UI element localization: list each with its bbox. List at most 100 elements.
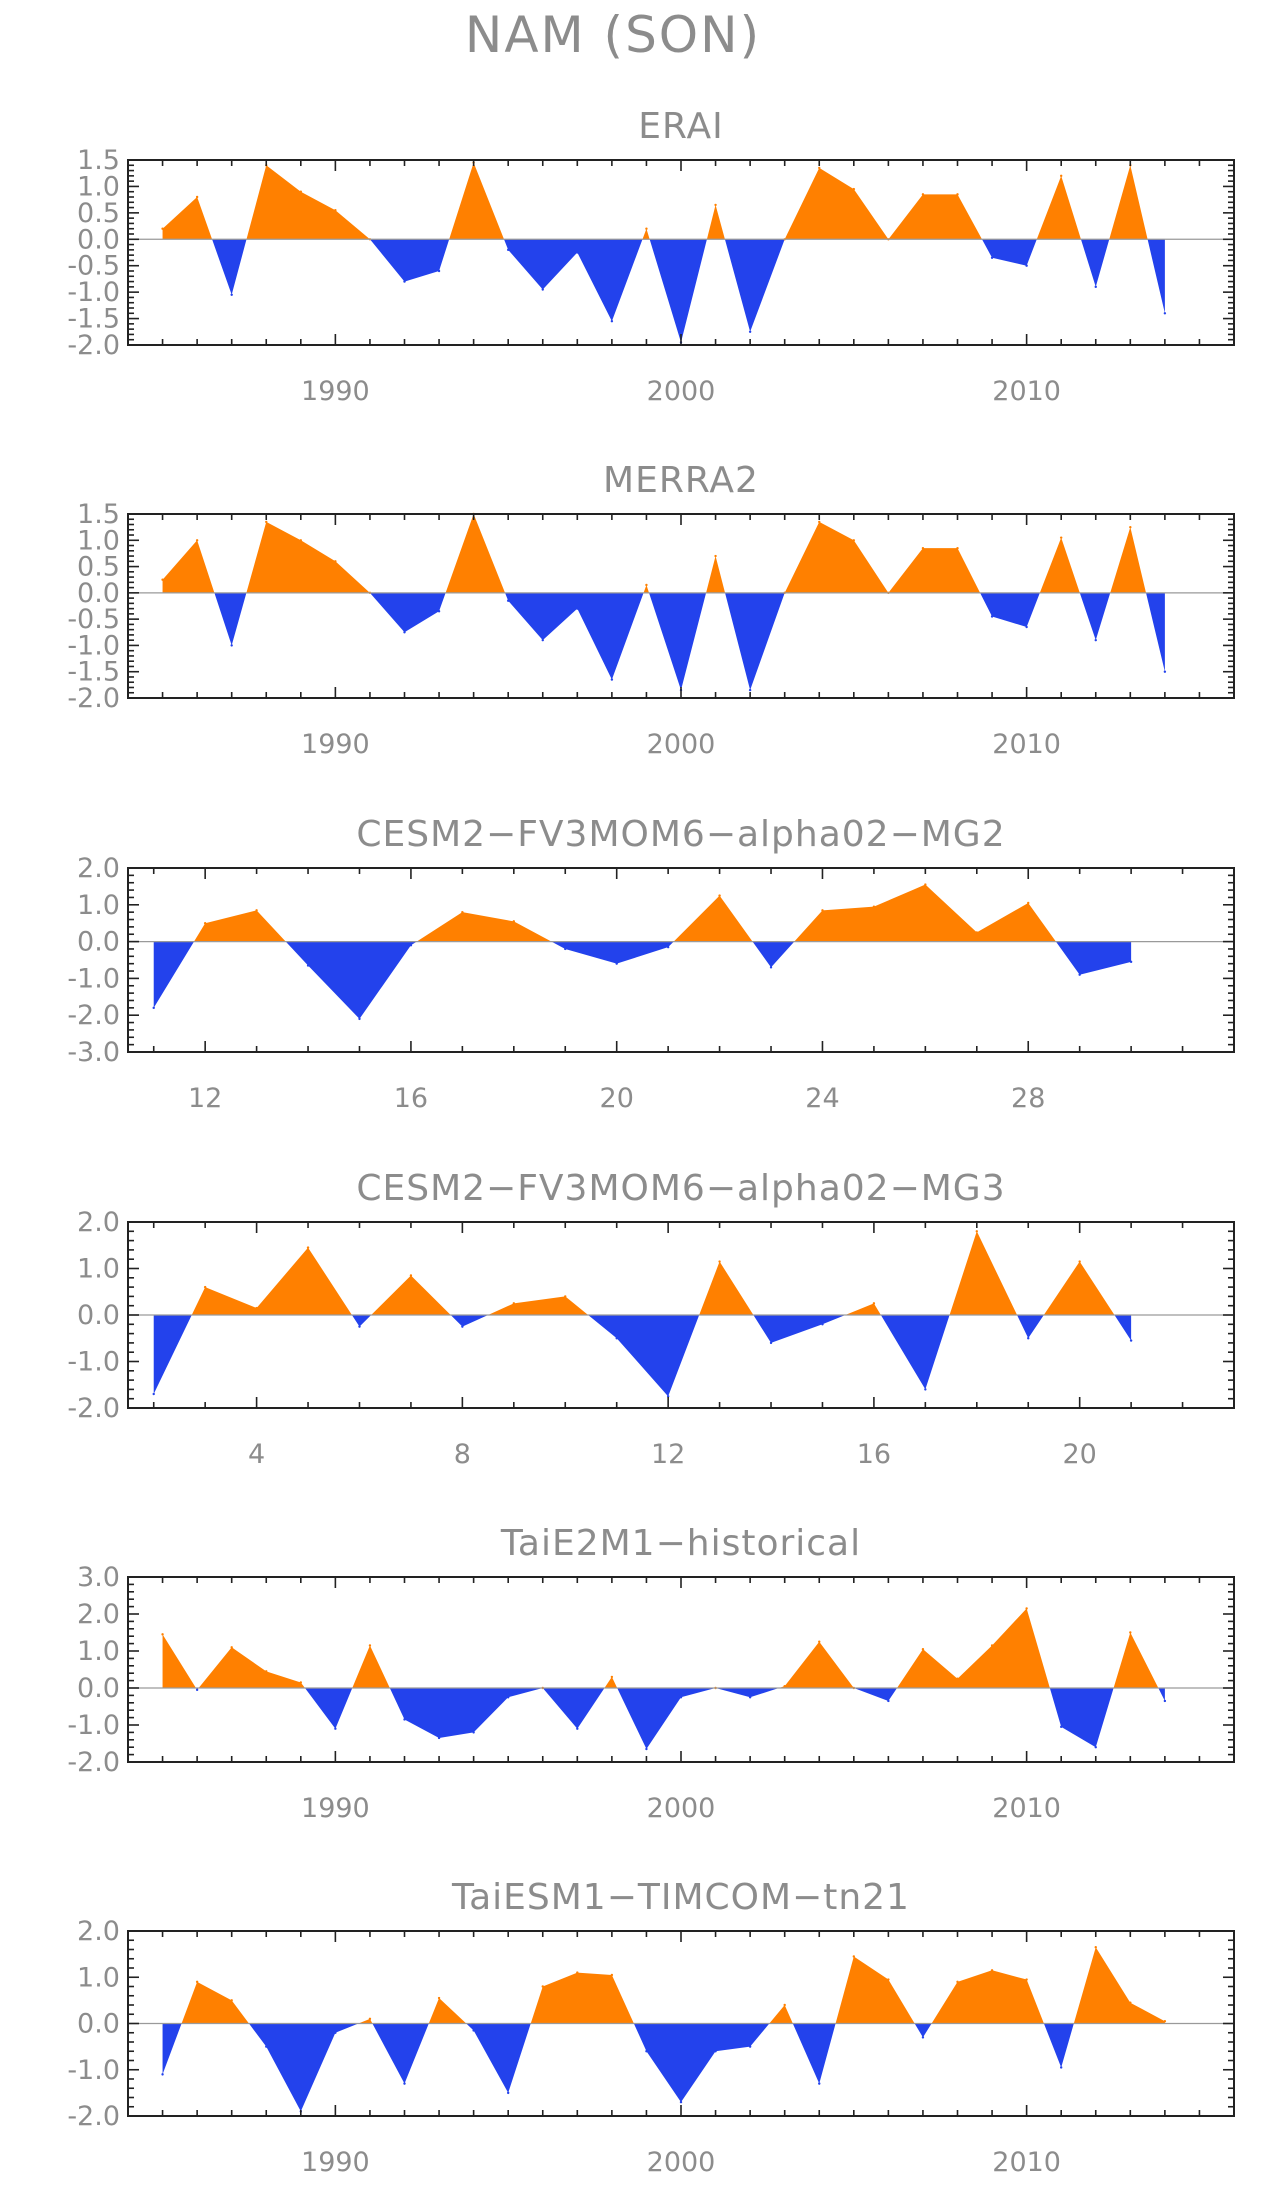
panel-title: CESM2−FV3MOM6−alpha02−MG3 — [356, 1168, 1005, 1209]
data-point — [645, 227, 648, 230]
data-point — [564, 1295, 567, 1298]
panel-4: CESM2−FV3MOM6−alpha02−MG3 2.0 1.0 0.0 -1.0 -2… — [67, 1168, 1235, 1470]
data-point — [818, 2082, 821, 2085]
data-point — [990, 256, 994, 259]
y-tick-label: 2.0 — [77, 1599, 120, 1630]
y-tick-label: -2.0 — [67, 683, 120, 714]
data-point — [230, 1999, 233, 2002]
data-point — [541, 638, 544, 642]
positive-area — [153, 1231, 1132, 1315]
x-tick-label: 28 — [1011, 1083, 1045, 1114]
panel-1: ERAI 1.51.00.50.0-0.5-1.0-1.5-2.0 1990 2000… — [67, 106, 1235, 407]
data-point — [666, 1395, 670, 1398]
data-point — [230, 1646, 233, 1649]
data-point — [921, 1647, 925, 1651]
data-point — [769, 1341, 773, 1345]
data-point — [161, 578, 164, 581]
positive-area — [162, 162, 1165, 240]
data-point — [645, 583, 648, 587]
x-tick-label: 16 — [857, 1439, 891, 1470]
data-point — [461, 1325, 464, 1328]
data-point — [1129, 960, 1133, 964]
positive-area — [162, 1947, 1165, 2024]
data-point — [1094, 1945, 1097, 1949]
data-point — [230, 644, 233, 647]
data-point — [990, 1644, 994, 1647]
data-point — [852, 1955, 856, 1958]
x-tick-label: 1990 — [301, 2147, 370, 2178]
plot-frame — [127, 1576, 1235, 1763]
panel-3: CESM2−FV3MOM6−alpha02−MG2 2.0 1.0 0.0 -1.0 -2… — [67, 814, 1235, 1114]
data-point — [718, 894, 721, 897]
data-point — [472, 2029, 475, 2032]
x-tick-label: 12 — [651, 1439, 685, 1470]
data-point — [506, 1696, 510, 1699]
data-point — [718, 1260, 721, 1263]
x-tick-label: 2010 — [992, 376, 1061, 407]
data-point — [975, 1230, 978, 1233]
y-tick-label: 0.5 — [77, 198, 120, 229]
data-point — [769, 966, 773, 969]
data-point — [203, 922, 207, 925]
data-point — [403, 2082, 406, 2085]
data-point — [1163, 2019, 1167, 2023]
panel-title: TaiE2M1−historical — [500, 1523, 861, 1564]
y-tick-label: -0.5 — [67, 604, 120, 635]
data-point — [1094, 285, 1097, 289]
x-tick-label: 12 — [188, 1083, 222, 1114]
data-point — [437, 1736, 441, 1740]
y-tick-label: -2.0 — [67, 2101, 120, 2132]
data-point — [299, 190, 303, 193]
y-tick-label: -1.0 — [67, 630, 120, 661]
x-tick-label: 2000 — [647, 1793, 716, 1824]
panel-5: TaiE2M1−historical 3.0 2.0 1.0 0.0 -1.0 -2.0 19… — [67, 1523, 1235, 1824]
y-tick-label: 1.5 — [77, 145, 120, 176]
data-point — [161, 227, 164, 230]
data-point — [990, 1969, 994, 1972]
data-point — [1025, 264, 1028, 267]
y-tick-label: 1.0 — [77, 525, 120, 556]
data-point — [748, 330, 752, 333]
data-point — [1163, 312, 1167, 315]
data-point — [1025, 625, 1028, 629]
data-point — [255, 1306, 258, 1310]
data-point — [1129, 1631, 1132, 1634]
plot-frame — [127, 867, 1235, 1053]
data-point — [195, 1688, 199, 1692]
data-point — [334, 209, 337, 212]
x-tick-label: 20 — [1062, 1439, 1096, 1470]
data-point — [461, 910, 464, 914]
data-point — [576, 1727, 579, 1730]
data-point — [1163, 670, 1167, 673]
x-tick-label: 2000 — [647, 729, 716, 760]
data-point — [1163, 1699, 1167, 1703]
data-point — [887, 1699, 890, 1703]
panel-title: CESM2−FV3MOM6−alpha02−MG2 — [356, 814, 1005, 855]
data-point — [152, 1392, 155, 1396]
data-point — [921, 546, 925, 550]
data-point — [512, 1302, 516, 1305]
positive-area — [153, 884, 1132, 942]
x-tick-label: 24 — [805, 1083, 839, 1114]
y-tick-label: -2.0 — [67, 1000, 120, 1031]
data-point — [921, 193, 925, 196]
data-point — [818, 520, 821, 524]
data-point — [956, 546, 959, 550]
data-point — [437, 269, 441, 273]
y-tick-label: -2.0 — [67, 330, 120, 361]
positive-area — [162, 514, 1165, 593]
data-point — [645, 1747, 648, 1751]
data-point — [924, 1388, 927, 1391]
y-tick-label: 0.0 — [77, 578, 120, 609]
negative-area — [153, 1315, 1132, 1397]
data-point — [265, 2045, 268, 2048]
negative-area — [162, 1688, 1165, 1750]
data-point — [230, 293, 233, 296]
data-point — [506, 2091, 510, 2095]
y-tick-label: 1.5 — [77, 499, 120, 530]
data-point — [1027, 1337, 1030, 1340]
y-tick-label: -1.5 — [67, 657, 120, 688]
data-point — [645, 2050, 648, 2053]
y-tick-label: -1.0 — [67, 963, 120, 994]
data-point — [610, 678, 614, 681]
